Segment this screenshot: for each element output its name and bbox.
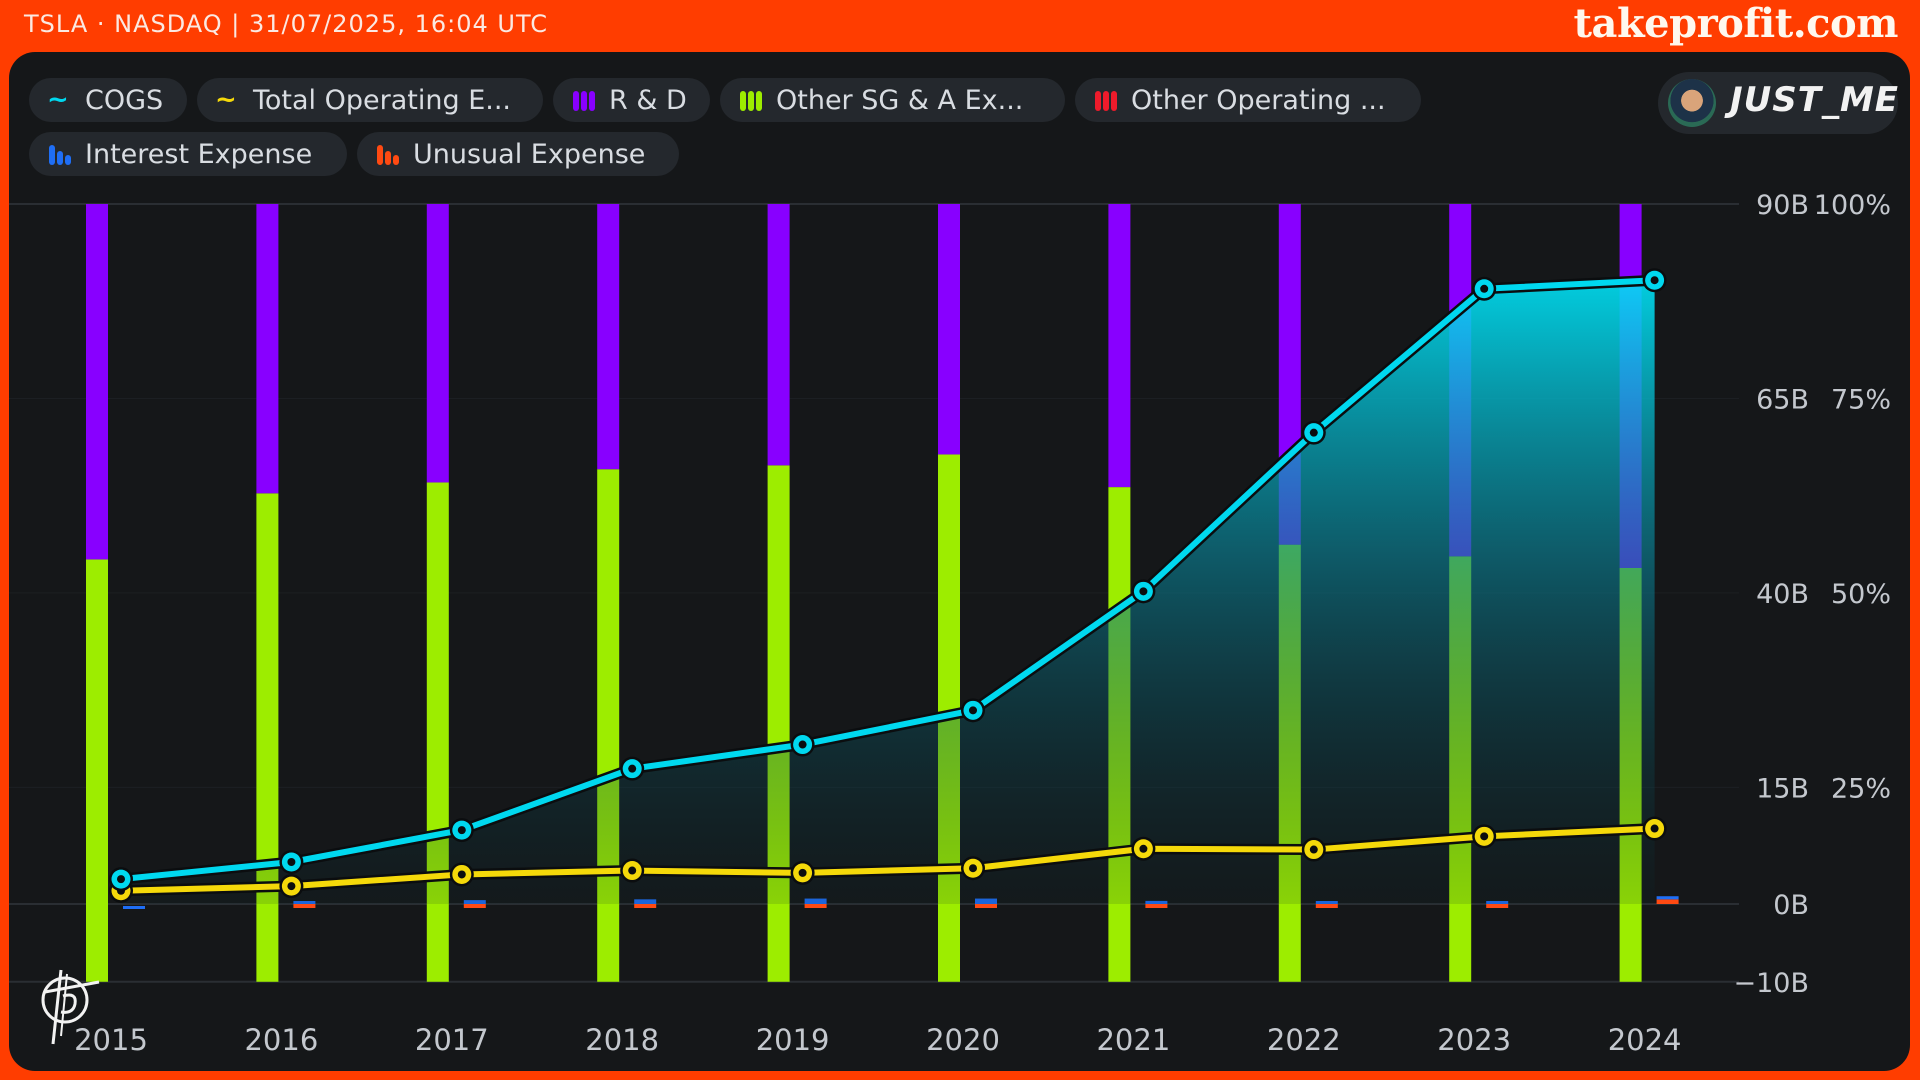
legend-item-cogs[interactable]: ~ COGS (29, 78, 187, 122)
bar-unusual-expense-2018 (634, 904, 657, 908)
bar-unusual-expense-2021 (1145, 904, 1168, 908)
bar-other-sga-2017 (426, 482, 449, 982)
legend-item-rnd[interactable]: R & D (553, 78, 710, 122)
cogs-area (121, 280, 1655, 904)
brand-logo[interactable]: takeprofit.com (1573, 0, 1899, 47)
x-tick-label: 2020 (926, 1023, 1000, 1057)
bar-rnd-2015 (86, 204, 108, 560)
marker-cogs-2023-center (1480, 284, 1489, 293)
bar-unusual-expense-2020 (975, 904, 997, 908)
y-left-tick-label: 40B (1756, 579, 1809, 610)
y-left-tick-label: 0B (1773, 890, 1809, 921)
y-left-tick-label: 15B (1756, 773, 1809, 804)
takeprofit-logo-icon (41, 969, 100, 1045)
x-tick-label: 2022 (1267, 1023, 1341, 1057)
legend-item-total-operating-expense[interactable]: ~ Total Operating E... (197, 78, 543, 122)
marker-total-operating-expense-2020-center (969, 864, 977, 873)
bar-unusual-expense-2023 (1486, 904, 1509, 908)
chart-svg: 90B 65B 40B 15B 0B −10B 100% 75% 50% 25% 2015 2016… (9, 190, 1891, 1057)
line-cogs (120, 277, 1655, 883)
bar-other-sga-2015 (86, 559, 108, 982)
marker-cogs-2017-center (457, 826, 466, 835)
marker-cogs-2022-center (1309, 428, 1318, 437)
bar-rnd-2019 (767, 204, 790, 466)
legend-label: R & D (609, 84, 687, 116)
y-left-tick-label: −10B (1733, 968, 1809, 999)
x-tick-label: 2021 (1096, 1023, 1170, 1057)
y-right-tick-label: 25% (1831, 773, 1891, 804)
ticker-info: TSLA · NASDAQ | 31/07/2025, 16:04 UTC (24, 10, 548, 38)
legend-label: Unusual Expense (413, 138, 646, 170)
marker-total-operating-expense-2018-center (628, 866, 637, 875)
legend-item-other-operating[interactable]: Other Operating ... (1075, 78, 1421, 122)
user-name: JUST_ME (1730, 80, 1899, 120)
x-tick-label: 2015 (74, 1023, 148, 1057)
marker-total-operating-expense-2022-center (1309, 845, 1318, 854)
marker-cogs-2021-center (1139, 587, 1148, 596)
bar-interest-expense-2015 (123, 906, 145, 909)
bar-icon (47, 141, 73, 167)
bar-rnd-2021 (1108, 204, 1131, 488)
bar-unusual-expense-2017 (463, 904, 486, 908)
marker-cogs-2016-center (287, 858, 296, 866)
legend-label: COGS (85, 84, 164, 116)
x-tick-label: 2017 (415, 1023, 489, 1057)
bar-other-sga-2018 (597, 469, 620, 982)
bar-icon (375, 141, 401, 167)
bar-interest-expense-2024 (1656, 896, 1679, 900)
legend-label: Total Operating E... (253, 84, 512, 116)
bar-unusual-expense-2022 (1315, 904, 1338, 908)
bar-icon (1093, 87, 1119, 113)
legend-label: Other SG & A Ex... (776, 84, 1024, 116)
bar-unusual-expense-2024 (1656, 899, 1679, 904)
legend-item-other-sga[interactable]: Other SG & A Ex... (720, 78, 1065, 122)
y-left-tick-label: 90B (1756, 190, 1809, 221)
bar-icon (571, 87, 597, 113)
marker-cogs-2019-center (798, 740, 807, 749)
x-tick-label: 2023 (1437, 1023, 1511, 1057)
bar-rnd-2020 (938, 204, 960, 455)
bar-icon (738, 87, 764, 113)
legend-label: Interest Expense (85, 138, 313, 170)
x-tick-label: 2018 (585, 1023, 659, 1057)
x-tick-label: 2019 (756, 1023, 830, 1057)
y-right-tick-label: 50% (1831, 579, 1891, 610)
bar-unusual-expense-2016 (293, 904, 316, 908)
marker-total-operating-expense-2016-center (287, 882, 296, 891)
line-icon: ~ (215, 85, 237, 115)
marker-total-operating-expense-2024-center (1650, 824, 1659, 833)
legend-item-unusual-expense[interactable]: Unusual Expense (357, 132, 679, 176)
y-right-tick-label: 75% (1831, 384, 1891, 415)
line-total-operating-expense (120, 825, 1655, 894)
y-right-tick-label: 100% (1814, 190, 1891, 221)
bar-unusual-expense-2019 (804, 904, 827, 908)
bar-rnd-2016 (256, 204, 279, 494)
marker-total-operating-expense-2019-center (798, 868, 807, 877)
legend-label: Other Operating ... (1131, 84, 1386, 116)
y-left-tick-label: 65B (1756, 384, 1809, 415)
bar-rnd-2018 (597, 204, 620, 470)
user-badge[interactable]: JUST_ME (1658, 72, 1898, 134)
line-icon: ~ (47, 85, 69, 115)
bar-other-sga-2016 (256, 493, 279, 982)
marker-cogs-2018-center (628, 764, 637, 773)
legend-item-interest-expense[interactable]: Interest Expense (29, 132, 347, 176)
chart-panel: ~ COGS ~ Total Operating E... R & D Othe… (9, 52, 1910, 1071)
marker-cogs-2024-center (1650, 276, 1659, 285)
bar-rnd-2017 (426, 204, 449, 483)
x-tick-label: 2016 (244, 1023, 318, 1057)
bar-other-sga-2019 (767, 465, 790, 982)
user-avatar-icon (1668, 79, 1716, 127)
x-tick-label: 2024 (1608, 1023, 1682, 1057)
marker-total-operating-expense-2017-center (457, 870, 466, 879)
marker-cogs-2020-center (969, 706, 977, 715)
marker-total-operating-expense-2021-center (1139, 844, 1148, 853)
marker-total-operating-expense-2023-center (1480, 832, 1489, 841)
marker-cogs-2015-center (117, 875, 125, 884)
